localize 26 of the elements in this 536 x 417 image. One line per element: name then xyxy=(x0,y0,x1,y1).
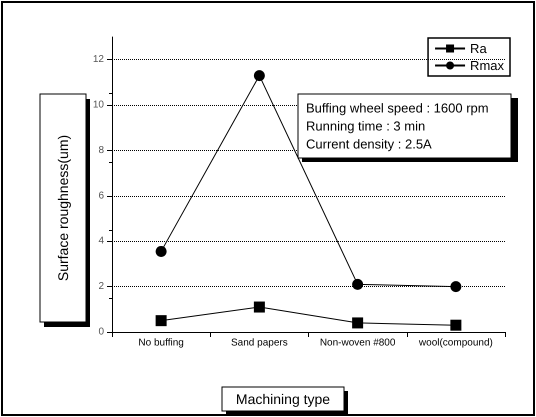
point xyxy=(254,302,265,313)
y-tick-label: 10 xyxy=(92,100,104,111)
point xyxy=(450,281,462,292)
annotation: Current density : 2.5A xyxy=(306,136,432,152)
annotation: Running time : 3 min xyxy=(306,118,426,134)
point xyxy=(352,317,364,328)
x-tick-label: Sand papers xyxy=(231,338,288,348)
x-tick-label: wool(compound) xyxy=(418,338,493,348)
y-tick-label: 6 xyxy=(98,190,104,202)
point xyxy=(156,246,167,257)
annotation: Buffing wheel speed : 1600 rpm xyxy=(306,100,489,116)
legend-label: Rmax xyxy=(470,58,504,73)
x-tick-label: Non-woven #800 xyxy=(320,338,396,348)
y-tick-label: 12 xyxy=(92,54,104,66)
point xyxy=(450,320,462,331)
point xyxy=(156,315,167,326)
y-tick-label: 2 xyxy=(98,281,104,292)
x-tick-label: No buffing xyxy=(138,338,184,348)
legend-label: Ra xyxy=(470,41,488,56)
x-axis-title: Machining type xyxy=(236,391,330,407)
y-tick-label: 0 xyxy=(98,326,104,338)
y-tick-label: 4 xyxy=(98,236,104,247)
y-tick-label: 8 xyxy=(98,144,104,156)
point xyxy=(254,70,265,82)
y-axis-title: Surface roughness(um) xyxy=(55,134,71,282)
point xyxy=(352,278,364,290)
